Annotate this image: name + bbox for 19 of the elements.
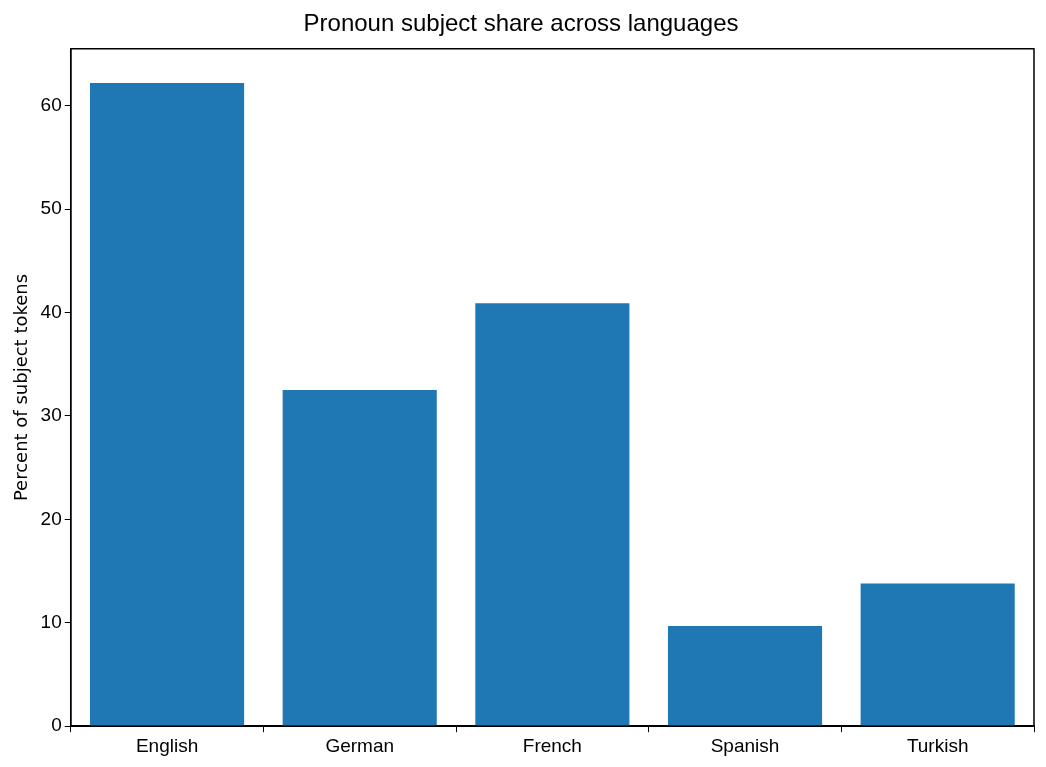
bar xyxy=(860,583,1015,726)
x-tick-label: French xyxy=(522,734,582,756)
y-tick-label: 10 xyxy=(40,611,62,633)
y-tick-label: 20 xyxy=(40,507,62,529)
x-tick-label: English xyxy=(135,734,199,756)
y-axis-title: Percent of subject tokens xyxy=(10,273,32,502)
x-tick-label: German xyxy=(325,734,395,756)
y-tick-label: 30 xyxy=(40,404,62,426)
chart-title: Pronoun subject share across languages xyxy=(303,9,739,37)
x-tick-label: Turkish xyxy=(906,734,969,756)
y-tick-label: 40 xyxy=(40,300,62,322)
y-tick-label: 0 xyxy=(51,714,62,736)
bar xyxy=(282,390,437,726)
bar xyxy=(90,82,245,726)
x-tick-label: Spanish xyxy=(710,734,780,756)
bar xyxy=(667,625,823,726)
y-tick-label: 50 xyxy=(40,197,62,219)
bar xyxy=(475,303,630,726)
y-tick-label: 60 xyxy=(40,93,62,115)
